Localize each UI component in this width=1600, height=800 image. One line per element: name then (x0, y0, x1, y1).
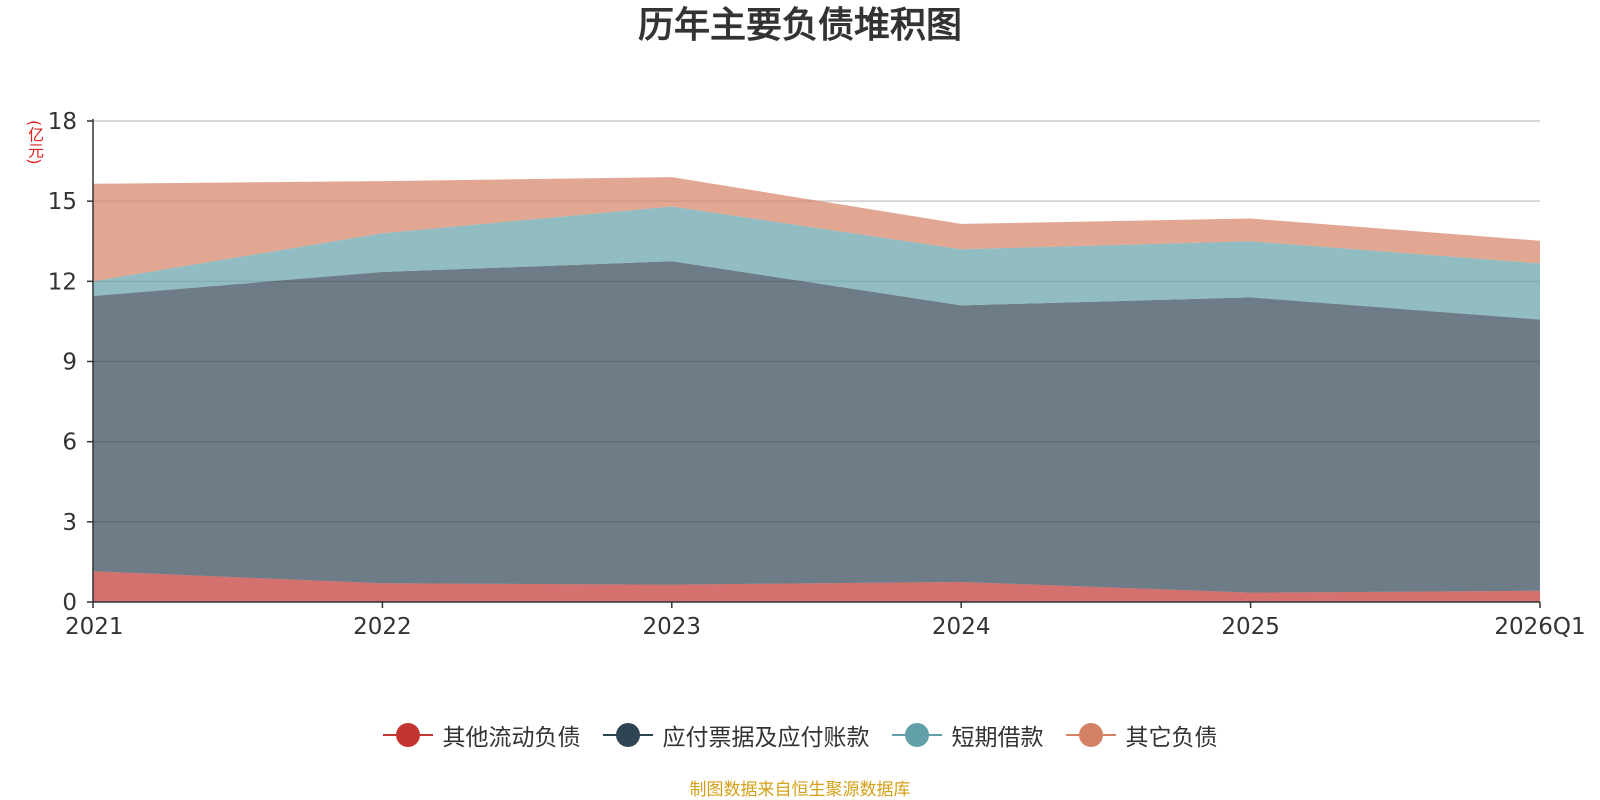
x-tick-label: 2023 (643, 614, 702, 640)
y-tick-label: 0 (62, 590, 77, 616)
area-series-2 (93, 261, 1540, 593)
legend-label: 短期借款 (951, 725, 1044, 751)
y-tick-label: 18 (48, 109, 77, 135)
y-axis-unit-wrap: (亿元) (22, 120, 44, 172)
stacked-areas (93, 177, 1540, 602)
legend-item-2[interactable]: 应付票据及应付账款 (602, 718, 870, 752)
legend-marker-icon (891, 722, 942, 748)
legend-item-1[interactable]: 其他流动负债 (382, 718, 581, 752)
area-series-4 (93, 177, 1540, 282)
legend-item-4[interactable]: 其它负债 (1065, 718, 1218, 752)
x-tick-label: 2024 (932, 614, 991, 640)
legend-item-3[interactable]: 短期借款 (891, 718, 1044, 752)
legend-label: 其它负债 (1125, 725, 1218, 751)
y-tick-label: 9 (62, 350, 77, 376)
chart-title: 历年主要负债堆积图 (637, 5, 962, 46)
source-note: 制图数据来自恒生聚源数据库 (689, 780, 911, 800)
area-series-3 (93, 206, 1540, 320)
legend-label: 应付票据及应付账款 (662, 725, 870, 751)
legend-label: 其他流动负债 (442, 725, 581, 751)
x-tick-label: 2025 (1221, 614, 1280, 640)
legend-marker-icon (382, 722, 433, 748)
x-tick-label: 2026Q1 (1494, 614, 1585, 640)
legend-marker-icon (1065, 722, 1116, 748)
legend-marker-icon (602, 722, 653, 748)
y-tick-label: 12 (48, 269, 77, 295)
axes: 0 3 6 9 12 15 18 2021 2022 2023 2024 2025 2026Q1 (48, 109, 1586, 640)
y-tick-label: 15 (48, 189, 77, 215)
area-series-1 (93, 571, 1540, 602)
legend: 其他流动负债 应付票据及应付账款 短期借款 其它负债 (0, 718, 1600, 752)
y-tick-label: 3 (62, 510, 77, 536)
x-tick-label: 2022 (353, 614, 412, 640)
x-tick-label: 2021 (65, 614, 124, 640)
y-axis-unit: (亿元) (25, 120, 44, 165)
y-tick-label: 6 (62, 430, 77, 456)
